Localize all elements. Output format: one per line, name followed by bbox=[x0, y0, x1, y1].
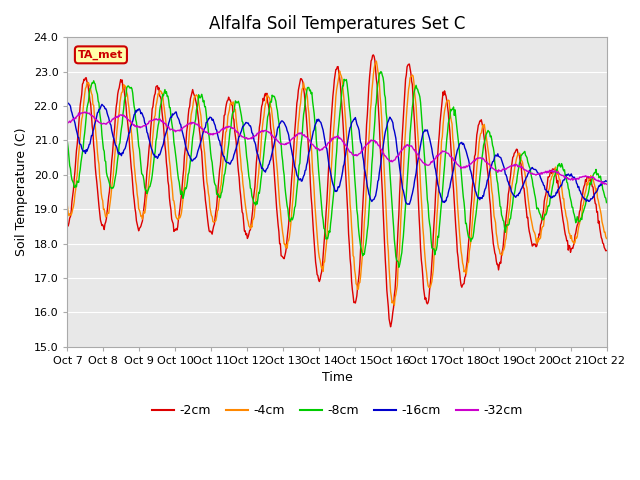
-2cm bbox=[369, 52, 377, 58]
-32cm bbox=[63, 120, 71, 126]
-16cm bbox=[406, 202, 413, 207]
-4cm bbox=[404, 95, 412, 101]
-32cm bbox=[213, 131, 221, 136]
-16cm bbox=[603, 179, 611, 184]
-32cm bbox=[184, 121, 192, 127]
-4cm bbox=[390, 302, 398, 308]
Legend: -2cm, -4cm, -8cm, -16cm, -32cm: -2cm, -4cm, -8cm, -16cm, -32cm bbox=[147, 399, 527, 422]
-16cm bbox=[129, 115, 137, 120]
Line: -2cm: -2cm bbox=[67, 55, 607, 327]
-4cm bbox=[212, 218, 220, 224]
-2cm bbox=[129, 181, 136, 187]
-4cm bbox=[74, 172, 81, 178]
-8cm bbox=[63, 140, 71, 145]
-2cm bbox=[74, 142, 81, 147]
-2cm bbox=[184, 124, 191, 130]
-8cm bbox=[184, 179, 191, 185]
-4cm bbox=[184, 148, 191, 154]
-8cm bbox=[212, 183, 220, 189]
-2cm bbox=[387, 324, 394, 330]
-2cm bbox=[420, 286, 428, 291]
-16cm bbox=[403, 201, 411, 207]
-32cm bbox=[419, 160, 427, 166]
Y-axis label: Soil Temperature (C): Soil Temperature (C) bbox=[15, 128, 28, 256]
-4cm bbox=[420, 233, 428, 239]
-8cm bbox=[74, 178, 81, 184]
-8cm bbox=[129, 90, 136, 96]
-16cm bbox=[63, 101, 71, 107]
-2cm bbox=[603, 248, 611, 253]
Line: -8cm: -8cm bbox=[67, 72, 607, 267]
-16cm bbox=[420, 129, 428, 135]
X-axis label: Time: Time bbox=[322, 372, 353, 384]
-4cm bbox=[129, 144, 136, 150]
-32cm bbox=[603, 181, 611, 187]
Title: Alfalfa Soil Temperatures Set C: Alfalfa Soil Temperatures Set C bbox=[209, 15, 465, 33]
Line: -32cm: -32cm bbox=[67, 112, 607, 184]
-32cm bbox=[74, 113, 81, 119]
-4cm bbox=[63, 204, 71, 209]
Text: TA_met: TA_met bbox=[78, 50, 124, 60]
-16cm bbox=[74, 134, 82, 140]
-32cm bbox=[403, 142, 411, 148]
-32cm bbox=[129, 122, 137, 128]
-8cm bbox=[404, 168, 412, 173]
-2cm bbox=[212, 208, 220, 214]
-8cm bbox=[395, 264, 403, 270]
-4cm bbox=[603, 236, 611, 241]
-2cm bbox=[404, 62, 412, 68]
-16cm bbox=[65, 100, 72, 106]
Line: -4cm: -4cm bbox=[67, 61, 607, 305]
-32cm bbox=[83, 109, 90, 115]
-8cm bbox=[603, 200, 611, 205]
-16cm bbox=[184, 150, 192, 156]
-2cm bbox=[63, 223, 71, 228]
-8cm bbox=[377, 69, 385, 74]
-8cm bbox=[420, 141, 428, 146]
Line: -16cm: -16cm bbox=[67, 103, 607, 204]
-16cm bbox=[213, 127, 221, 133]
-4cm bbox=[372, 58, 380, 64]
